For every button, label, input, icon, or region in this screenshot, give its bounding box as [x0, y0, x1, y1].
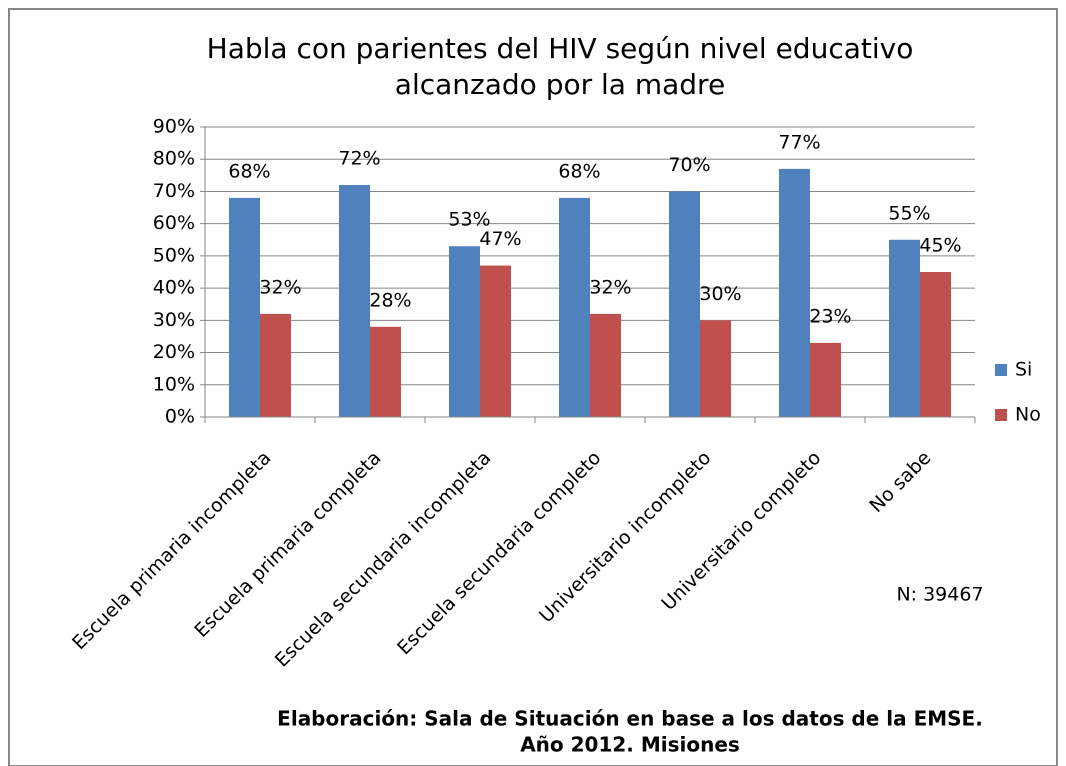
legend-label: No [1015, 404, 1041, 426]
annotation: N: 39467 [896, 584, 983, 606]
bar [920, 272, 951, 417]
y-tick-label: 30% [153, 309, 195, 331]
y-tick-label: 70% [153, 180, 195, 202]
chart-border [8, 8, 1058, 766]
data-label: 32% [589, 276, 631, 298]
bar [370, 326, 401, 417]
y-tick-label: 50% [153, 244, 195, 266]
data-label: 68% [228, 160, 270, 182]
data-label: 68% [558, 160, 600, 182]
chart-title: alcanzado por la madre [395, 68, 725, 101]
y-tick-label: 90% [153, 116, 195, 138]
y-tick-label: 0% [165, 406, 195, 428]
bar [810, 342, 841, 417]
y-tick-label: 20% [153, 341, 195, 363]
data-label: 28% [369, 289, 411, 311]
chart-title: Habla con parientes del HIV según nivel … [207, 32, 914, 65]
bar [559, 197, 590, 417]
bar [889, 239, 920, 417]
footnote: Elaboración: Sala de Situación en base a… [277, 707, 983, 731]
y-tick-label: 10% [153, 373, 195, 395]
data-label: 47% [479, 228, 521, 250]
bar [590, 313, 621, 417]
legend-swatch [995, 409, 1007, 421]
data-label: 45% [919, 235, 961, 257]
data-label: 32% [259, 276, 301, 298]
y-tick-label: 40% [153, 277, 195, 299]
y-tick-label: 80% [153, 148, 195, 170]
data-label: 30% [699, 283, 741, 305]
data-label: 77% [778, 131, 820, 153]
bar [339, 185, 370, 417]
bar [260, 313, 291, 417]
bar [449, 246, 480, 417]
data-label: 53% [448, 209, 490, 231]
bar [779, 168, 810, 417]
data-label: 55% [888, 202, 930, 224]
y-tick-label: 60% [153, 212, 195, 234]
data-label: 72% [338, 148, 380, 170]
bar [700, 320, 731, 417]
bar [480, 265, 511, 417]
legend-label: Si [1015, 359, 1032, 381]
footnote: Año 2012. Misiones [520, 733, 740, 757]
bar [229, 197, 260, 417]
data-label: 23% [809, 305, 851, 327]
legend-swatch [995, 364, 1007, 376]
bar [669, 191, 700, 417]
data-label: 70% [668, 154, 710, 176]
